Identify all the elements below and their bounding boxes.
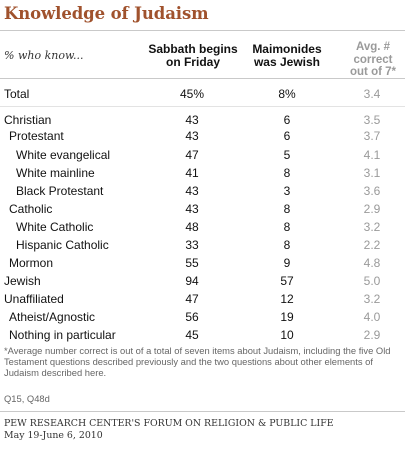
row-name: Christian: [4, 113, 52, 127]
avg-correct-column-header: Avg. # correct out of 7*: [342, 41, 404, 79]
maimonides-value: 57: [280, 274, 294, 288]
avg-correct-value: 4.8: [363, 256, 381, 270]
table-row: Christian 43 6 3.5: [0, 112, 405, 130]
maimonides-value: 8: [283, 202, 291, 216]
sabbath-header-line: on Friday: [165, 55, 220, 69]
row-name: Mormon: [9, 256, 54, 270]
table-row: Mormon 55 9 4.8: [0, 255, 405, 273]
avg-header-line: correct: [353, 53, 393, 66]
row-name: Nothing in particular: [9, 328, 116, 342]
maimonides-value: 8: [283, 220, 291, 234]
maimonides-value: 3: [283, 184, 291, 198]
avg-correct-value: 2.2: [363, 238, 381, 252]
avg-correct-value: 3.2: [363, 292, 381, 306]
row-label-header: % who know...: [4, 49, 84, 62]
title-divider: [0, 30, 405, 31]
maimonides-header-line: was Jewish: [253, 55, 321, 69]
avg-correct-value: 2.9: [363, 328, 381, 342]
row-name: Total: [4, 87, 30, 101]
table-row: Black Protestant 43 3 3.6: [0, 183, 405, 201]
survey-dates: May 19-June 6, 2010: [4, 430, 103, 441]
sabbath-value: 56: [185, 310, 199, 324]
row-name: Black Protestant: [16, 184, 104, 198]
table-row: Total 45% 8% 3.4: [0, 86, 405, 104]
maimonides-column-header: Maimonides was Jewish: [247, 43, 327, 69]
sabbath-value: 43: [185, 113, 199, 127]
maimonides-value: 10: [280, 328, 294, 342]
maimonides-value: 12: [280, 292, 294, 306]
table-row: Nothing in particular 45 10 2.9: [0, 327, 405, 345]
avg-correct-value: 3.1: [363, 166, 381, 180]
table-row: Atheist/Agnostic 56 19 4.0: [0, 309, 405, 327]
footnote: *Average number correct is out of a tota…: [4, 345, 391, 378]
avg-correct-value: 5.0: [363, 274, 381, 288]
header-divider: [0, 78, 405, 79]
row-name: Unaffiliated: [4, 292, 64, 306]
avg-correct-value: 4.1: [363, 148, 381, 162]
table-row: White evangelical 47 5 4.1: [0, 147, 405, 165]
avg-header-line: out of 7*: [350, 66, 396, 78]
sabbath-value: 94: [185, 274, 199, 288]
sabbath-value: 43: [185, 129, 199, 143]
maimonides-header-line: Maimonides: [252, 42, 322, 56]
maimonides-value: 19: [280, 310, 294, 324]
sabbath-value: 55: [185, 256, 199, 270]
row-name: Catholic: [9, 202, 53, 216]
table-row: Unaffiliated 47 12 3.2: [0, 291, 405, 309]
avg-correct-value: 3.5: [363, 113, 381, 127]
sabbath-value: 45%: [179, 87, 205, 101]
row-name: White Catholic: [16, 220, 94, 234]
maimonides-value: 5: [283, 148, 291, 162]
question-reference: Q15, Q48d: [4, 393, 50, 404]
maimonides-value: 8: [283, 238, 291, 252]
maimonides-value: 6: [283, 129, 291, 143]
avg-correct-value: 3.4: [363, 87, 381, 101]
row-name: White mainline: [16, 166, 95, 180]
table-row: Protestant 43 6 3.7: [0, 128, 405, 146]
avg-correct-value: 3.2: [363, 220, 381, 234]
source-divider: [0, 411, 405, 412]
row-name: Hispanic Catholic: [16, 238, 109, 252]
maimonides-value: 8%: [278, 87, 296, 101]
avg-correct-value: 3.6: [363, 184, 381, 198]
sabbath-value: 41: [185, 166, 199, 180]
table-row: Hispanic Catholic 33 8 2.2: [0, 237, 405, 255]
sabbath-value: 43: [185, 184, 199, 198]
row-name: Jewish: [4, 274, 41, 288]
source-credit: PEW RESEARCH CENTER'S FORUM ON RELIGION …: [4, 418, 334, 442]
avg-correct-value: 4.0: [363, 310, 381, 324]
sabbath-value: 45: [185, 328, 199, 342]
row-name: Protestant: [9, 129, 64, 143]
table-row: Jewish 94 57 5.0: [0, 273, 405, 291]
sabbath-value: 33: [185, 238, 199, 252]
row-name: White evangelical: [16, 148, 111, 162]
sabbath-value: 47: [185, 292, 199, 306]
table-row: White mainline 41 8 3.1: [0, 165, 405, 183]
avg-correct-value: 3.7: [363, 129, 381, 143]
page-title: Knowledge of Judaism: [4, 4, 209, 23]
sabbath-value: 47: [185, 148, 199, 162]
sabbath-value: 48: [185, 220, 199, 234]
avg-header-line: Avg. #: [355, 41, 391, 53]
maimonides-value: 9: [283, 256, 291, 270]
maimonides-value: 6: [283, 113, 291, 127]
sabbath-column-header: Sabbath begins on Friday: [148, 43, 238, 69]
table-row: Catholic 43 8 2.9: [0, 201, 405, 219]
table-row: White Catholic 48 8 3.2: [0, 219, 405, 237]
avg-correct-value: 2.9: [363, 202, 381, 216]
source-organization: PEW RESEARCH CENTER'S FORUM ON RELIGION …: [4, 418, 334, 429]
sabbath-value: 43: [185, 202, 199, 216]
maimonides-value: 8: [283, 166, 291, 180]
sabbath-header-line: Sabbath begins: [148, 42, 238, 56]
row-name: Atheist/Agnostic: [9, 310, 96, 324]
row-divider: [0, 106, 405, 107]
